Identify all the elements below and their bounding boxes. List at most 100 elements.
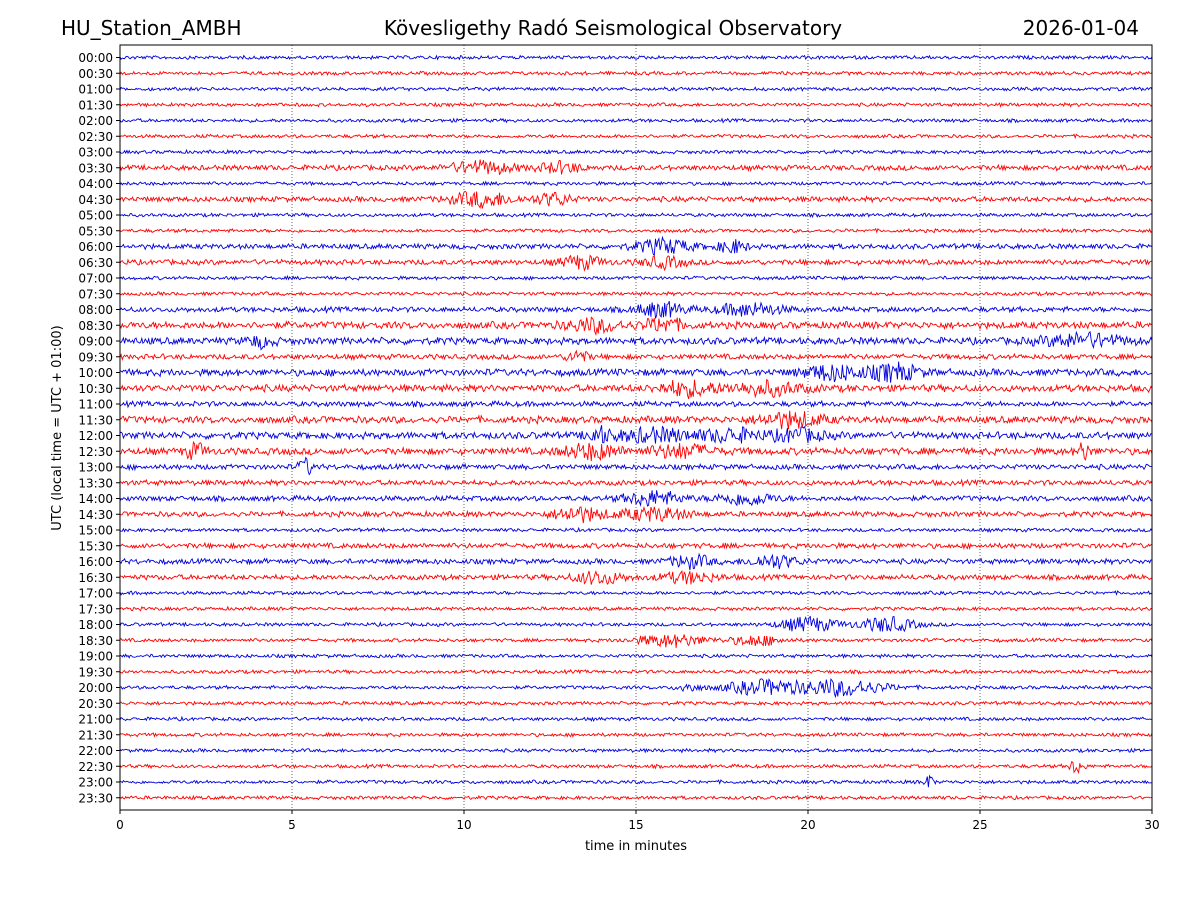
row-label: 02:00 xyxy=(78,114,113,128)
trace-0030 xyxy=(119,70,1153,77)
x-axis-label: time in minutes xyxy=(585,839,687,854)
x-tick-label: 10 xyxy=(456,818,471,832)
trace-1830 xyxy=(119,634,1153,648)
trace-1030 xyxy=(119,378,1153,400)
row-label: 00:30 xyxy=(78,67,113,81)
row-label: 16:00 xyxy=(78,555,113,569)
trace-0000 xyxy=(119,54,1153,61)
row-label: 04:00 xyxy=(78,177,113,191)
trace-1730 xyxy=(119,605,1152,612)
trace-1930 xyxy=(119,668,1153,675)
row-label: 21:00 xyxy=(78,713,113,727)
row-label: 13:00 xyxy=(78,461,113,475)
observatory-title: Kövesligethy Radó Seismological Observat… xyxy=(384,16,842,40)
row-label: 21:30 xyxy=(78,728,113,742)
trace-0900 xyxy=(120,330,1153,351)
row-label: 18:30 xyxy=(78,634,113,648)
row-label: 12:00 xyxy=(78,429,113,443)
trace-1530 xyxy=(119,541,1153,551)
row-label: 00:00 xyxy=(78,51,113,65)
trace-2330 xyxy=(119,794,1153,801)
seismic-traces xyxy=(119,54,1153,801)
trace-1000 xyxy=(119,361,1153,383)
trace-2100 xyxy=(119,715,1153,723)
trace-2030 xyxy=(119,700,1153,707)
trace-0130 xyxy=(119,101,1153,108)
x-tick-label: 25 xyxy=(972,818,987,832)
row-label: 01:00 xyxy=(78,83,113,97)
row-label: 19:30 xyxy=(78,665,113,679)
station-title: HU_Station_AMBH xyxy=(61,16,241,40)
grid-lines xyxy=(291,45,981,810)
row-label: 13:30 xyxy=(78,476,113,490)
trace-0500 xyxy=(119,212,1153,219)
row-label: 16:30 xyxy=(78,571,113,585)
x-tick-label: 20 xyxy=(800,818,815,832)
row-label: 06:00 xyxy=(78,240,113,254)
row-label: 01:30 xyxy=(78,98,113,112)
row-label: 14:30 xyxy=(78,508,113,522)
row-label: 17:00 xyxy=(78,587,113,601)
trace-0200 xyxy=(119,117,1153,124)
trace-0530 xyxy=(119,227,1153,234)
trace-0400 xyxy=(119,180,1153,187)
trace-2230 xyxy=(119,761,1153,775)
trace-2300 xyxy=(119,774,1152,788)
row-label: 10:30 xyxy=(78,382,113,396)
row-label: 09:30 xyxy=(78,350,113,364)
row-label: 05:30 xyxy=(78,224,113,238)
x-axis-ticks: 0 5 10 15 20 25 30 xyxy=(116,810,1160,832)
row-label: 15:30 xyxy=(78,539,113,553)
trace-1200 xyxy=(119,425,1153,445)
trace-0830 xyxy=(119,316,1153,337)
row-label: 03:30 xyxy=(78,161,113,175)
row-label: 23:30 xyxy=(78,791,113,805)
row-label: 12:30 xyxy=(78,445,113,459)
trace-0300 xyxy=(119,148,1153,155)
x-tick-label: 5 xyxy=(288,818,296,832)
x-tick-label: 0 xyxy=(116,818,124,832)
row-label: 03:00 xyxy=(78,146,113,160)
trace-1430 xyxy=(119,506,1153,524)
row-label: 08:30 xyxy=(78,319,113,333)
row-label: 02:30 xyxy=(78,130,113,144)
trace-0730 xyxy=(119,290,1153,297)
y-axis-label: UTC (local time = UTC + 01:00) xyxy=(50,325,65,530)
trace-1600 xyxy=(119,552,1153,571)
trace-0700 xyxy=(119,274,1153,281)
row-label: 09:00 xyxy=(78,335,113,349)
row-label: 06:30 xyxy=(78,256,113,270)
trace-0100 xyxy=(119,86,1153,92)
trace-0600 xyxy=(119,235,1153,257)
row-label: 07:00 xyxy=(78,272,113,286)
trace-1630 xyxy=(119,570,1153,585)
row-label: 22:30 xyxy=(78,760,113,774)
row-label: 05:00 xyxy=(78,209,113,223)
row-label: 11:00 xyxy=(78,398,113,412)
trace-0800 xyxy=(119,301,1153,319)
row-label: 22:00 xyxy=(78,744,113,758)
row-label: 11:30 xyxy=(78,413,113,427)
row-label: 07:30 xyxy=(78,287,113,301)
row-label: 04:30 xyxy=(78,193,113,207)
x-tick-label: 15 xyxy=(628,818,643,832)
trace-1400 xyxy=(119,490,1153,507)
trace-1900 xyxy=(119,653,1153,660)
date-title: 2026-01-04 xyxy=(1023,16,1139,40)
trace-0330 xyxy=(119,159,1153,176)
x-tick-label: 30 xyxy=(1144,818,1159,832)
trace-2200 xyxy=(119,747,1153,754)
trace-0430 xyxy=(119,190,1153,209)
row-label: 10:00 xyxy=(78,366,113,380)
row-label: 14:00 xyxy=(78,492,113,506)
trace-1500 xyxy=(119,526,1153,533)
trace-1230 xyxy=(119,441,1153,462)
trace-0630 xyxy=(119,254,1153,272)
row-label: 20:30 xyxy=(78,697,113,711)
row-label: 17:30 xyxy=(78,602,113,616)
trace-1300 xyxy=(119,456,1153,476)
row-label: 08:00 xyxy=(78,303,113,317)
trace-1700 xyxy=(119,590,1153,596)
